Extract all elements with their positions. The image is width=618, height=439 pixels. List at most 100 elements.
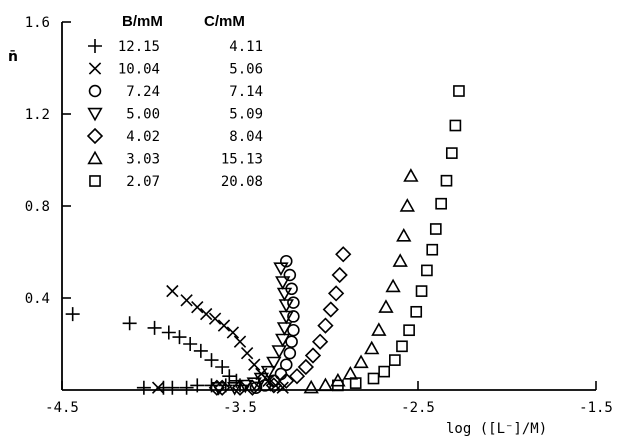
legend-b-value: 7.24 [126,84,160,100]
y-tick-label: 1.6 [25,15,50,31]
point-triangle-up [396,227,412,242]
point-diamond [265,377,282,394]
point-triangle-down [246,377,262,392]
point-plus [179,380,194,395]
legend-header-c: C/mM [204,13,245,30]
legend-marker-cross [88,62,102,75]
point-triangle-up [353,354,369,369]
x-tick-label: -4.5 [45,400,79,416]
point-triangle-down [266,356,282,371]
point-circle [280,254,293,268]
legend-marker-plus [88,39,102,53]
point-circle [283,346,297,360]
point-circle [285,335,298,348]
point-triangle-up [399,198,415,212]
legend-b-value: 3.03 [126,152,160,168]
x-axis-label: log ([L⁻]/M) [446,421,547,437]
point-triangle-down [273,262,289,277]
point-square [449,119,462,132]
point-triangle-up [342,365,359,380]
point-triangle-down [237,379,254,394]
point-diamond [322,301,339,318]
point-triangle-up [364,340,380,355]
point-plus [147,320,162,335]
y-tick-label: 1.2 [25,107,50,123]
point-diamond [288,368,306,385]
legend-c-value: 7.14 [229,84,263,100]
legend-b-value: 12.15 [118,39,160,55]
ticks: -4.5 -3.5 -2.5 -1.5 0.4 0.8 1.2 1.6 [25,15,613,416]
legend-marker-diamond [86,127,104,145]
point-plus [193,343,208,358]
point-square [415,285,428,297]
point-square [396,340,408,353]
point-square [426,243,439,256]
point-square [378,365,391,378]
point-triangle-down [276,287,293,302]
x-tick-label: -3.5 [223,400,257,416]
point-triangle-up [378,299,394,313]
point-triangle-up [403,168,419,182]
point-diamond [208,379,225,396]
legend-marker-circle [88,84,102,98]
point-circle [280,358,293,371]
point-triangle-up [392,253,408,267]
point-diamond [244,379,261,396]
legend-b-value: 10.04 [118,62,160,78]
point-square [349,377,362,389]
legend-c-value: 4.11 [229,39,263,55]
point-cross [217,319,231,332]
point-square [367,372,380,385]
point-triangle-up [303,379,319,394]
x-tick-label: -1.5 [579,400,613,416]
point-plus [222,369,237,384]
point-triangle-up [385,278,401,293]
point-circle [287,323,300,337]
point-triangle-down [278,299,294,313]
point-triangle-down [276,322,293,336]
point-cross [208,312,222,325]
point-triangle-down [275,333,291,348]
point-cross [151,381,165,394]
point-cross [240,347,254,360]
point-diamond [278,372,295,389]
point-plus [161,325,176,340]
point-cross [191,301,204,314]
point-square [332,379,344,392]
point-diamond [297,358,314,376]
point-triangle-up [317,377,334,392]
point-triangle-up [371,322,387,336]
point-square [421,264,433,277]
point-diamond [214,379,231,396]
point-square [453,85,465,97]
legend-c-value: 20.08 [221,174,263,190]
legend-c-value: 5.06 [229,62,263,78]
point-plus [190,378,205,393]
point-circle [249,381,263,394]
point-plus [65,307,80,322]
point-plus [204,353,219,368]
point-diamond [331,266,348,284]
point-square [435,197,447,210]
y-tick-label: 0.8 [25,199,50,215]
point-triangle-down [275,276,291,290]
point-square [429,223,442,235]
legend: B/mM C/mM 12.15 4.11 10.04 5.06 7.24 7.14 5.00… [86,13,263,190]
legend-b-value: 4.02 [126,129,160,145]
point-triangle-down [226,382,243,396]
point-diamond [231,379,249,396]
point-square [403,324,415,337]
data-marks [65,85,465,396]
point-plus [215,360,230,374]
point-cross [200,307,213,321]
legend-b-value: 2.07 [126,174,160,190]
point-circle [283,268,297,282]
point-diamond [317,317,334,334]
point-square [410,305,423,318]
point-triangle-down [260,365,277,380]
point-circle [287,296,300,309]
point-square [389,354,401,366]
point-plus [172,330,187,345]
legend-c-value: 8.04 [229,129,263,145]
